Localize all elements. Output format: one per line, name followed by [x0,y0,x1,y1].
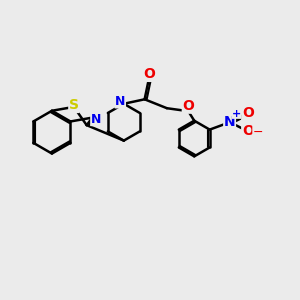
Text: O: O [144,67,156,81]
Text: O: O [182,99,194,113]
Text: S: S [69,98,79,112]
Text: N: N [91,112,101,126]
Text: −: − [252,125,263,139]
Text: N: N [115,95,125,108]
Text: O: O [242,106,254,120]
Text: +: + [232,109,241,119]
Text: N: N [224,115,236,129]
Text: O: O [242,124,254,138]
